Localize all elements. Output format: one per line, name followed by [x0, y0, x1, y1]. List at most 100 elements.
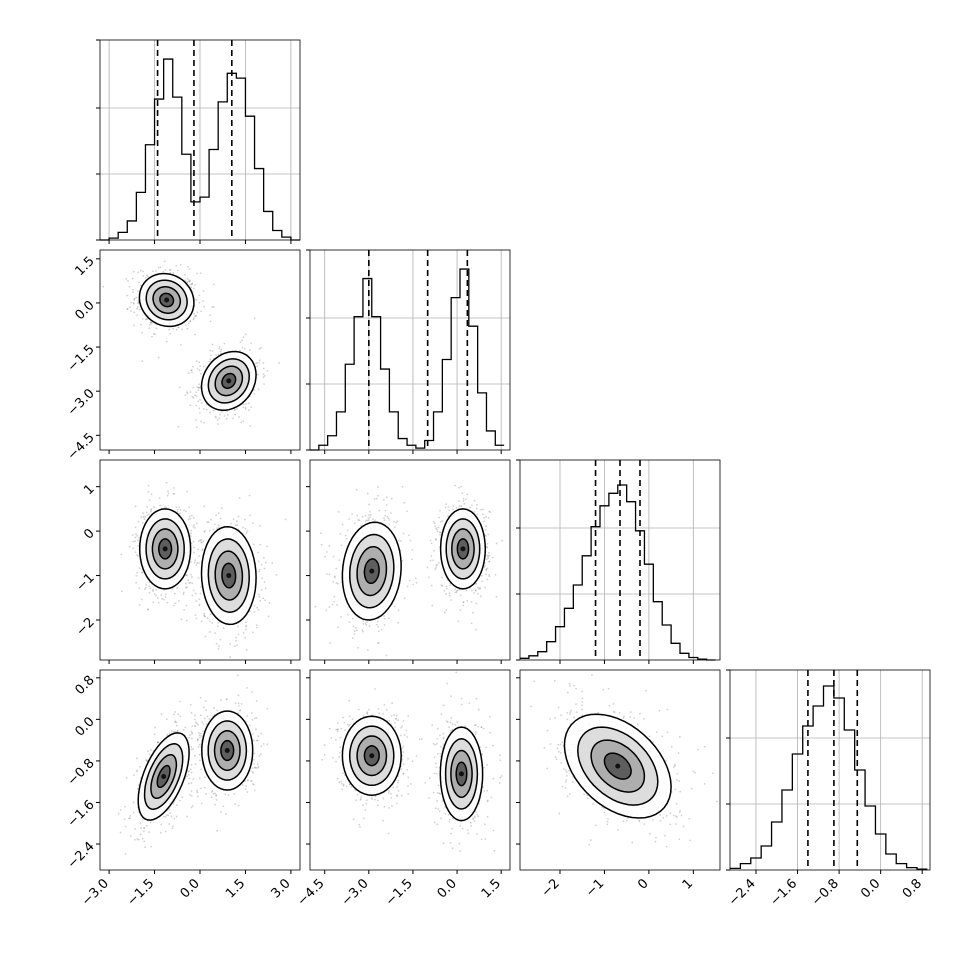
- sample-point: [163, 506, 166, 508]
- sample-point: [134, 526, 137, 529]
- sample-point: [249, 425, 252, 427]
- sample-point: [195, 600, 198, 602]
- sample-point: [209, 320, 212, 323]
- sample-point: [155, 594, 157, 597]
- sample-point: [258, 595, 261, 598]
- sample-point: [179, 715, 182, 718]
- sample-point: [135, 533, 137, 535]
- sample-point: [456, 589, 459, 592]
- sample-point: [198, 777, 201, 780]
- sample-point: [164, 815, 167, 818]
- sample-point: [487, 516, 490, 519]
- sample-point: [203, 615, 206, 618]
- sample-point: [364, 622, 367, 625]
- sample-point: [333, 575, 336, 578]
- sample-point: [150, 508, 153, 511]
- sample-point: [351, 513, 353, 515]
- sample-point: [186, 391, 188, 394]
- sample-point: [137, 838, 140, 841]
- sample-point: [197, 386, 200, 389]
- sample-point: [188, 770, 191, 773]
- sample-point: [347, 613, 349, 616]
- sample-point: [408, 534, 410, 537]
- sample-point: [364, 520, 367, 523]
- sample-point: [187, 579, 190, 582]
- sample-point: [176, 508, 179, 511]
- sample-point: [128, 817, 131, 820]
- sample-point: [242, 403, 245, 406]
- sample-point: [237, 694, 240, 697]
- x-tick-label: 0.8: [900, 876, 925, 901]
- sample-point: [441, 585, 444, 587]
- sample-point: [389, 512, 392, 514]
- sample-point: [380, 628, 383, 631]
- sample-point: [158, 497, 161, 500]
- sample-point: [209, 349, 212, 352]
- sample-point: [211, 350, 214, 352]
- sample-point: [162, 270, 165, 273]
- sample-point: [366, 649, 369, 651]
- sample-point: [186, 574, 188, 577]
- sample-point: [182, 728, 185, 731]
- sample-point: [204, 776, 206, 779]
- sample-point: [215, 642, 218, 645]
- sample-point: [434, 525, 437, 528]
- sample-point: [386, 515, 389, 518]
- sample-point: [262, 556, 265, 559]
- sample-point: [204, 615, 206, 618]
- sample-point: [178, 506, 181, 509]
- sample-point: [142, 830, 145, 833]
- sample-point: [134, 505, 137, 508]
- sample-point: [237, 515, 240, 518]
- sample-point: [140, 571, 143, 574]
- sample-point: [249, 514, 252, 517]
- sample-point: [249, 779, 252, 782]
- sample-point: [264, 587, 267, 590]
- sample-point: [201, 549, 204, 552]
- sample-point: [135, 553, 138, 556]
- histogram-panel: [726, 669, 931, 871]
- sample-point: [479, 595, 482, 598]
- sample-point: [220, 507, 223, 510]
- sample-point: [162, 598, 165, 601]
- sample-point: [218, 346, 221, 348]
- sample-point: [152, 270, 154, 273]
- sample-point: [377, 486, 379, 488]
- sample-point: [452, 504, 455, 507]
- sample-point: [247, 409, 250, 412]
- sample-point: [385, 654, 388, 657]
- sample-point: [144, 516, 147, 518]
- sample-point: [253, 762, 255, 765]
- sample-point: [137, 520, 140, 523]
- sample-point: [333, 600, 336, 603]
- sample-point: [462, 601, 465, 604]
- sample-point: [205, 723, 208, 725]
- sample-point: [444, 506, 447, 509]
- sample-point: [195, 426, 198, 429]
- sample-point: [200, 541, 203, 544]
- sample-point: [250, 780, 253, 782]
- sample-point: [190, 782, 193, 784]
- sample-point: [250, 342, 252, 345]
- sample-point: [472, 611, 474, 614]
- sample-point: [449, 584, 452, 587]
- sample-point: [448, 509, 451, 512]
- sample-point: [215, 354, 217, 357]
- sample-point: [384, 514, 387, 517]
- sample-point: [258, 593, 260, 596]
- sample-point: [475, 628, 478, 631]
- sample-point: [138, 604, 141, 606]
- sample-point: [351, 637, 354, 640]
- sample-point: [454, 591, 457, 594]
- sample-point: [194, 315, 197, 317]
- sample-point: [186, 392, 189, 395]
- sample-point: [196, 791, 199, 794]
- sample-point: [142, 827, 145, 829]
- sample-point: [244, 636, 247, 639]
- sample-point: [168, 808, 170, 811]
- sample-point: [196, 739, 199, 742]
- sample-point: [197, 389, 200, 392]
- sample-point: [208, 631, 211, 633]
- sample-point: [202, 408, 205, 410]
- sample-point: [119, 831, 122, 834]
